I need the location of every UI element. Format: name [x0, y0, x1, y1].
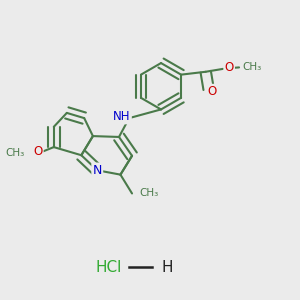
Text: CH₃: CH₃	[6, 148, 25, 158]
Text: NH: NH	[113, 110, 130, 123]
Text: N: N	[93, 164, 102, 177]
Text: H: H	[161, 260, 172, 275]
Text: O: O	[225, 61, 234, 74]
Text: O: O	[207, 85, 216, 98]
Text: HCl: HCl	[96, 260, 122, 275]
Text: CH₃: CH₃	[242, 62, 261, 72]
Text: CH₃: CH₃	[139, 188, 158, 199]
Text: O: O	[33, 145, 43, 158]
